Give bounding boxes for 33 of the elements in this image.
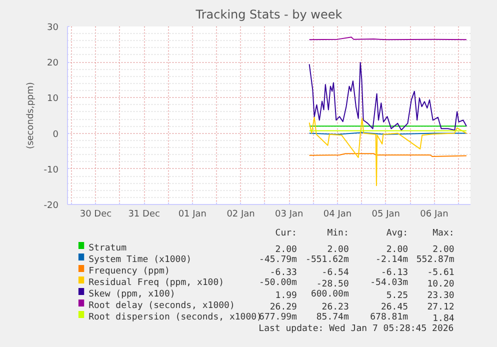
y-tick-label: 10 bbox=[47, 94, 59, 104]
y-tick-label: -10 bbox=[44, 165, 59, 176]
x-tick-label: 03 Jan bbox=[275, 210, 304, 220]
text: 677.99m 85.74m 678.81m 1.84 bbox=[259, 312, 454, 324]
text: -45.79m -551.62m -2.14m 552.87m bbox=[259, 255, 454, 265]
x-tick-label: 31 Dec bbox=[128, 210, 160, 220]
legend-label: Frequency (ppm) bbox=[88, 266, 170, 276]
y-axis-title: (seconds,ppm) bbox=[26, 82, 36, 149]
line-series bbox=[308, 62, 467, 131]
x-tick-label: 01 Jan bbox=[178, 210, 207, 220]
legend-label: Root delay (seconds, x1000) bbox=[88, 301, 235, 311]
legend-label: System Time (x1000) bbox=[88, 255, 192, 265]
text: 26.29 26.23 26.45 27.12 bbox=[270, 302, 454, 312]
text: -50.00m -28.50 -54.03m 10.20 bbox=[259, 278, 454, 290]
y-tick-label: 0 bbox=[52, 130, 59, 140]
y-tick-label: 20 bbox=[47, 58, 59, 69]
chart-title: Tracking Stats - by week bbox=[194, 8, 342, 22]
x-tick-label: 06 Jan bbox=[420, 210, 448, 220]
text: 2.00 2.00 2.00 2.00 bbox=[275, 245, 454, 255]
legend-label: Residual Freq (ppm, x100) bbox=[88, 278, 224, 288]
legend-label: Stratum bbox=[88, 244, 127, 254]
text: Last update: Wed Jan 7 05:28:45 2026 bbox=[258, 324, 454, 334]
x-tick-label: 04 Jan bbox=[323, 210, 352, 220]
legend-label: Skew (ppm, x100) bbox=[88, 290, 176, 300]
line-series bbox=[308, 116, 467, 186]
text: -6.33 -6.54 -6.13 -5.61 bbox=[270, 268, 454, 278]
text: 1.99 600.00m 5.25 23.30 bbox=[275, 290, 454, 301]
text: Cur: Min: Avg: Max: bbox=[275, 228, 454, 238]
x-tick-label: 05 Jan bbox=[372, 210, 400, 220]
x-tick-label: 02 Jan bbox=[226, 210, 255, 220]
x-tick-label: 30 Dec bbox=[80, 210, 112, 220]
y-tick-label: 30 bbox=[47, 23, 59, 33]
y-tick-label: -20 bbox=[44, 201, 59, 211]
